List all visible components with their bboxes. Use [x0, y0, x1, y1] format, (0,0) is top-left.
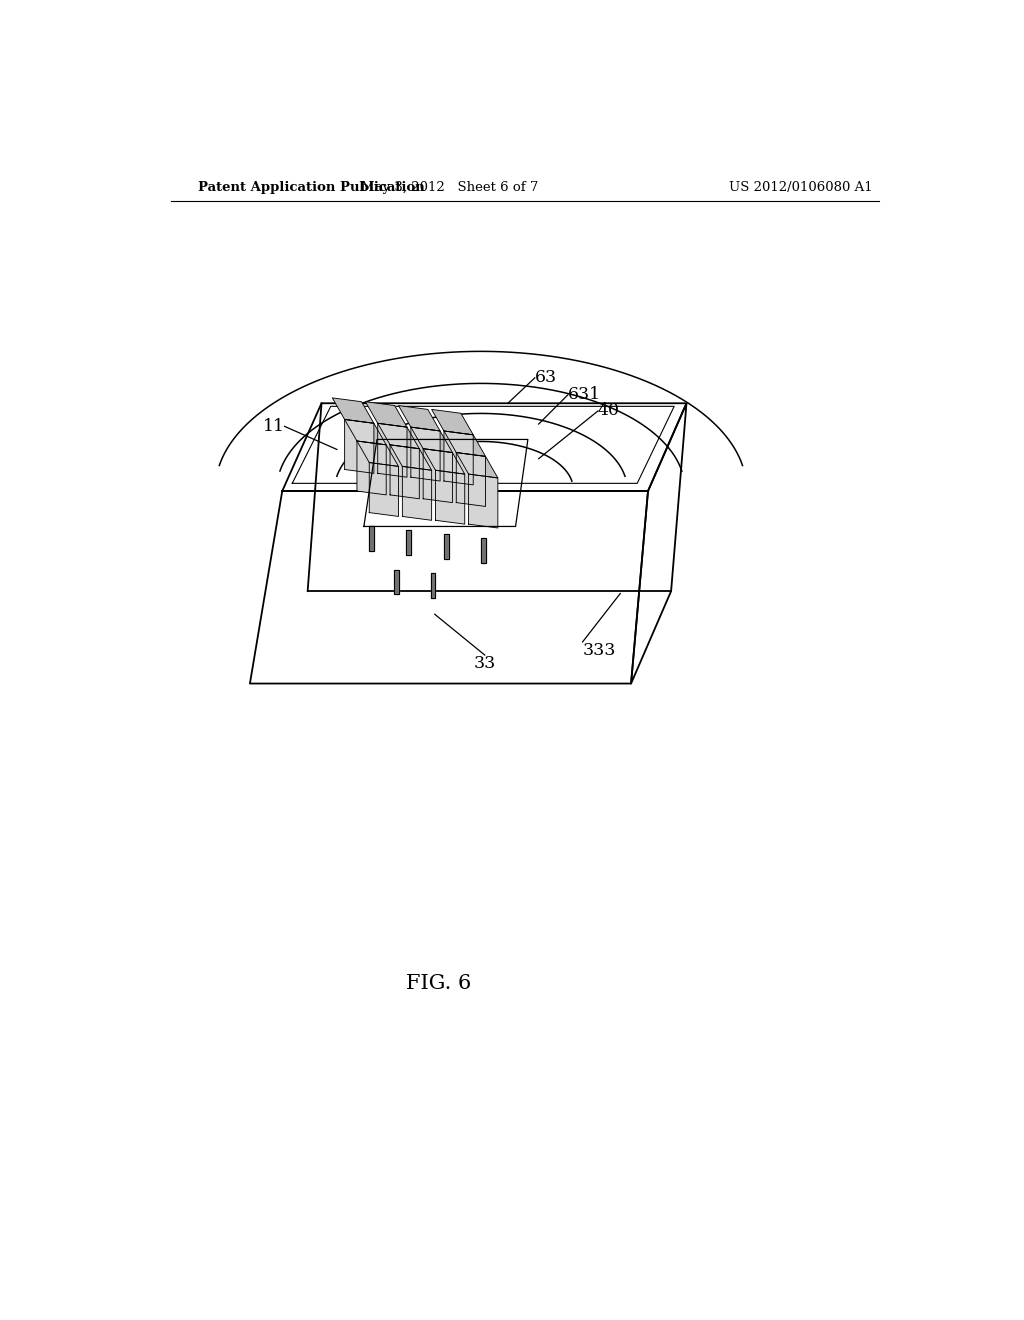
Polygon shape	[398, 405, 440, 430]
Text: 333: 333	[583, 642, 615, 659]
Polygon shape	[378, 424, 419, 449]
Polygon shape	[435, 470, 465, 524]
Polygon shape	[444, 535, 449, 558]
Polygon shape	[411, 428, 453, 453]
Text: May 3, 2012   Sheet 6 of 7: May 3, 2012 Sheet 6 of 7	[361, 181, 539, 194]
Polygon shape	[345, 420, 374, 474]
Polygon shape	[423, 449, 465, 474]
Polygon shape	[444, 430, 485, 457]
Polygon shape	[370, 462, 398, 516]
Polygon shape	[481, 539, 485, 562]
Polygon shape	[431, 573, 435, 598]
Polygon shape	[378, 424, 407, 478]
Polygon shape	[366, 401, 407, 428]
Polygon shape	[457, 453, 498, 478]
Polygon shape	[423, 449, 453, 503]
Polygon shape	[457, 453, 485, 507]
Polygon shape	[407, 531, 411, 554]
Polygon shape	[394, 570, 398, 594]
Polygon shape	[402, 466, 432, 520]
Polygon shape	[411, 428, 440, 480]
Text: 631: 631	[568, 387, 601, 404]
Text: 63: 63	[535, 370, 557, 387]
Polygon shape	[390, 445, 432, 470]
Text: 40: 40	[598, 403, 620, 420]
Polygon shape	[357, 441, 398, 466]
Polygon shape	[370, 527, 374, 552]
Text: FIG. 6: FIG. 6	[406, 974, 471, 994]
Polygon shape	[432, 409, 473, 434]
Polygon shape	[357, 441, 386, 495]
Text: US 2012/0106080 A1: US 2012/0106080 A1	[729, 181, 872, 194]
Polygon shape	[333, 397, 374, 424]
Polygon shape	[345, 420, 386, 445]
Polygon shape	[390, 445, 419, 499]
Text: 33: 33	[474, 655, 496, 672]
Text: Patent Application Publication: Patent Application Publication	[199, 181, 425, 194]
Polygon shape	[444, 430, 473, 484]
Text: 11: 11	[262, 418, 285, 434]
Polygon shape	[469, 474, 498, 528]
